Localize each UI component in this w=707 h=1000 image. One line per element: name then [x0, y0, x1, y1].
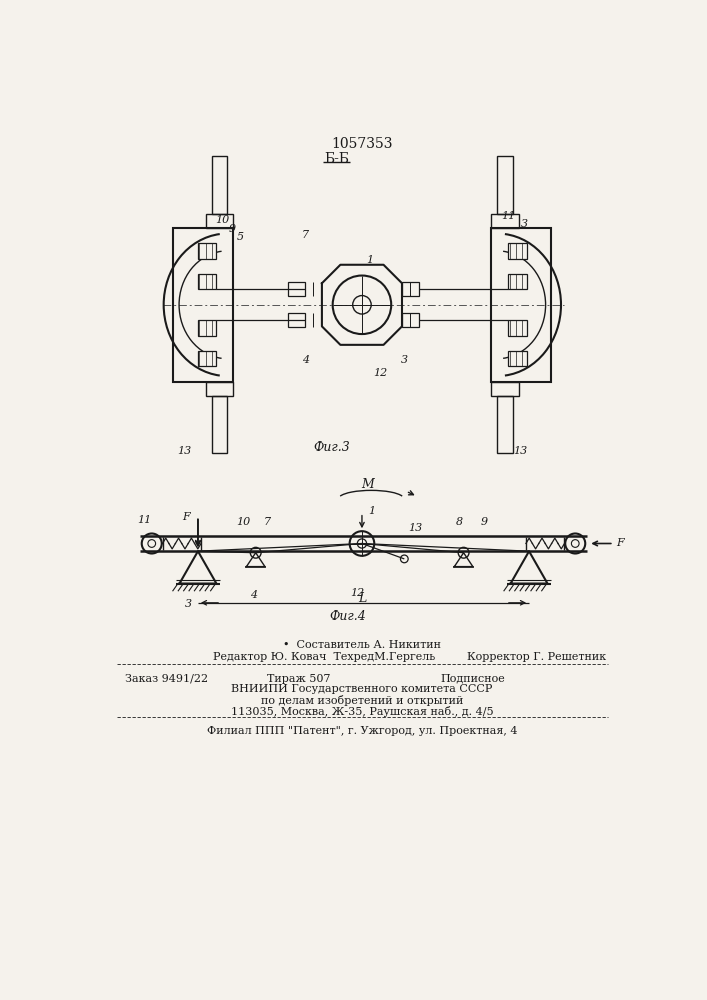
Text: F: F: [182, 512, 190, 522]
Text: Филиал ППП "Патент", г. Ужгород, ул. Проектная, 4: Филиал ППП "Патент", г. Ужгород, ул. Про…: [206, 726, 518, 736]
Text: •  Составитель А. Никитин: • Составитель А. Никитин: [283, 640, 441, 650]
Bar: [491, 228, 551, 382]
Bar: [491, 382, 519, 396]
Bar: [508, 351, 527, 366]
Bar: [498, 156, 513, 214]
Text: 4: 4: [302, 355, 309, 365]
Text: 7: 7: [302, 231, 309, 240]
Bar: [212, 156, 227, 214]
Bar: [288, 282, 305, 296]
Text: 9: 9: [481, 517, 488, 527]
Bar: [198, 243, 216, 259]
Text: 7: 7: [264, 517, 271, 527]
Text: Заказ 9491/22: Заказ 9491/22: [125, 674, 208, 684]
Text: 3: 3: [185, 599, 192, 609]
Text: 9: 9: [229, 224, 236, 234]
Bar: [508, 274, 527, 289]
Text: 3: 3: [400, 355, 407, 365]
Text: 13: 13: [513, 446, 527, 456]
Bar: [198, 320, 216, 336]
Text: Подписное: Подписное: [440, 674, 506, 684]
Text: Редактор Ю. Ковач  ТехредМ.Гергель: Редактор Ю. Ковач ТехредМ.Гергель: [214, 652, 436, 662]
Text: 5: 5: [236, 232, 244, 242]
Text: 8: 8: [456, 517, 463, 527]
Text: 1: 1: [366, 255, 373, 265]
Text: М: М: [361, 478, 374, 491]
Bar: [198, 274, 216, 289]
Bar: [206, 214, 233, 228]
Bar: [498, 396, 513, 453]
Text: F: F: [616, 538, 624, 548]
Text: Фиг.3: Фиг.3: [313, 441, 350, 454]
Bar: [212, 396, 227, 453]
Text: 12: 12: [351, 588, 365, 598]
Bar: [508, 243, 527, 259]
Bar: [491, 214, 519, 228]
Text: по делам изобретений и открытий: по делам изобретений и открытий: [261, 695, 463, 706]
Text: ВНИИПИ Государственного комитета СССР: ВНИИПИ Государственного комитета СССР: [231, 684, 493, 694]
Bar: [198, 351, 216, 366]
Text: Корректор Г. Решетник: Корректор Г. Решетник: [467, 652, 607, 662]
Bar: [508, 320, 527, 336]
Text: 11: 11: [501, 211, 515, 221]
Bar: [402, 282, 419, 296]
Text: 11: 11: [137, 515, 151, 525]
Bar: [288, 313, 305, 327]
Text: 1: 1: [368, 506, 375, 516]
Text: 13: 13: [408, 523, 422, 533]
Text: 4: 4: [250, 590, 257, 600]
Bar: [173, 228, 233, 382]
Text: 13: 13: [177, 446, 192, 456]
Bar: [206, 382, 233, 396]
Text: Тираж 507: Тираж 507: [267, 674, 331, 684]
Text: 12: 12: [373, 368, 387, 378]
Text: 3: 3: [520, 219, 527, 229]
Text: 113035, Москва, Ж-35, Раушская наб., д. 4/5: 113035, Москва, Ж-35, Раушская наб., д. …: [230, 706, 493, 717]
Bar: [402, 313, 419, 327]
Text: L: L: [358, 592, 366, 605]
Text: 10: 10: [216, 215, 230, 225]
Text: 10: 10: [236, 517, 251, 527]
Text: Б-Б: Б-Б: [324, 152, 349, 166]
Text: Фиг.4: Фиг.4: [329, 610, 366, 623]
Text: 1057353: 1057353: [331, 137, 392, 151]
